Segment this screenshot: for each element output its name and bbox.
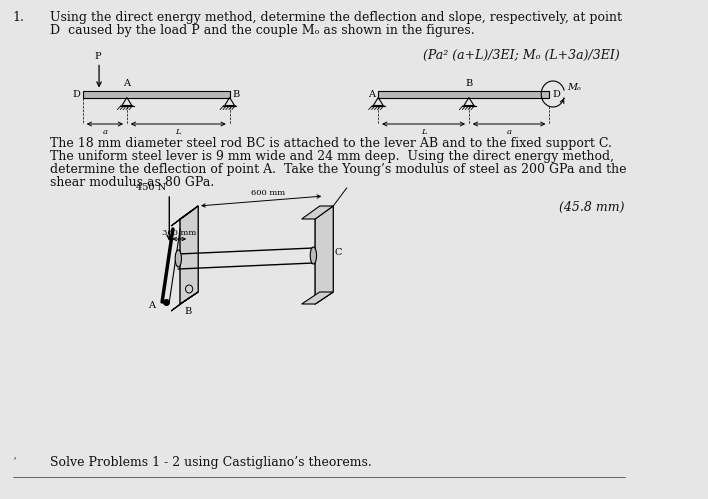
Text: Mₒ: Mₒ — [567, 83, 581, 92]
Polygon shape — [171, 292, 198, 311]
Text: a: a — [103, 128, 108, 136]
Text: shear modulus as 80 GPa.: shear modulus as 80 GPa. — [50, 176, 214, 189]
Text: Using the direct energy method, determine the deflection and slope, respectively: Using the direct energy method, determin… — [50, 11, 622, 24]
Text: B: B — [232, 89, 239, 98]
Text: D: D — [552, 89, 560, 98]
Text: ʼ: ʼ — [13, 456, 16, 469]
Text: D: D — [72, 89, 80, 98]
Text: A: A — [148, 300, 155, 309]
Text: B: B — [185, 307, 192, 316]
Bar — [378, 90, 549, 97]
Text: 360 mm: 360 mm — [162, 229, 196, 237]
Polygon shape — [171, 206, 198, 226]
Text: The uniform steel lever is 9 mm wide and 24 mm deep.  Using the direct energy me: The uniform steel lever is 9 mm wide and… — [50, 150, 614, 163]
Text: a: a — [507, 128, 512, 136]
Text: L: L — [176, 128, 181, 136]
Text: (Pa² (a+L)/3EI; Mₒ (L+3a)/3EI): (Pa² (a+L)/3EI; Mₒ (L+3a)/3EI) — [423, 49, 620, 62]
Text: determine the deflection of point A.  Take the Young’s modulus of steel as 200 G: determine the deflection of point A. Tak… — [50, 163, 626, 176]
Ellipse shape — [175, 250, 181, 267]
Text: P: P — [94, 51, 101, 60]
Text: A: A — [123, 78, 130, 87]
Ellipse shape — [310, 247, 316, 264]
Polygon shape — [180, 206, 198, 304]
Text: A: A — [369, 89, 375, 98]
Text: C: C — [335, 248, 343, 256]
Polygon shape — [302, 292, 333, 304]
Bar — [83, 90, 229, 97]
Text: 600 mm: 600 mm — [251, 189, 285, 197]
Text: D  caused by the load P and the couple Mₒ as shown in the figures.: D caused by the load P and the couple Mₒ… — [50, 24, 474, 37]
Text: L: L — [421, 128, 426, 136]
Text: 450 N: 450 N — [135, 183, 166, 192]
Text: Solve Problems 1 - 2 using Castigliano’s theorems.: Solve Problems 1 - 2 using Castigliano’s… — [50, 456, 371, 469]
Text: The 18 mm diameter steel rod BC is attached to the lever AB and to the fixed sup: The 18 mm diameter steel rod BC is attac… — [50, 137, 612, 150]
Text: B: B — [465, 78, 472, 87]
Text: (45.8 mm): (45.8 mm) — [559, 201, 624, 214]
Text: 1.: 1. — [13, 11, 25, 24]
Polygon shape — [315, 206, 333, 304]
Polygon shape — [302, 206, 333, 219]
